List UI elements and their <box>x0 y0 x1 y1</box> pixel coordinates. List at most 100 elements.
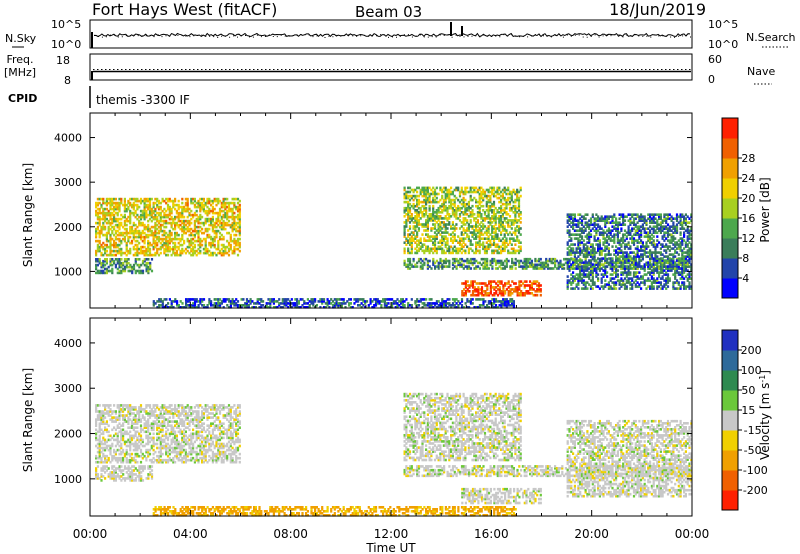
echo-cell <box>503 225 506 228</box>
echo-cell <box>231 223 234 227</box>
echo-cell <box>192 304 195 307</box>
echo-cell <box>647 231 650 234</box>
echo-cell <box>107 213 110 217</box>
echo-cell <box>455 267 458 270</box>
echo-cell <box>688 251 691 254</box>
echo-cell <box>557 267 560 270</box>
echo-cell <box>131 265 134 269</box>
echo-cell <box>514 267 517 270</box>
echo-cell <box>656 225 659 228</box>
echo-cell <box>226 217 229 221</box>
echo-cell <box>134 223 137 227</box>
echo-cell <box>161 223 164 227</box>
echo-cell <box>622 257 625 260</box>
echo-cell <box>600 259 603 263</box>
echo-cell <box>546 263 550 267</box>
echo-cell <box>638 227 641 230</box>
echo-cell <box>656 261 659 264</box>
echo-cell <box>618 257 621 260</box>
echo-cell <box>508 192 512 196</box>
echo-cell <box>468 290 471 293</box>
echo-cell <box>494 245 497 249</box>
echo-cell <box>453 239 456 242</box>
echo-cell <box>174 235 177 239</box>
echo-cell <box>165 221 168 225</box>
echo-cell <box>566 215 569 218</box>
echo-cell <box>652 217 655 220</box>
echo-cell <box>224 247 227 251</box>
echo-cell <box>226 221 229 225</box>
echo-cell <box>211 243 214 247</box>
echo-cell <box>615 281 618 284</box>
echo-cell <box>478 267 481 270</box>
echo-cell <box>483 247 487 251</box>
echo-cell <box>139 245 143 249</box>
echo-cell <box>186 215 189 219</box>
echo-cell <box>486 293 489 297</box>
echo-cell <box>498 217 501 220</box>
echo-cell <box>202 197 205 201</box>
echo-cell <box>457 263 460 267</box>
echo-cell <box>105 245 108 249</box>
echo-cell <box>647 233 650 236</box>
echo-cell <box>505 229 508 232</box>
echo-cell <box>520 293 523 297</box>
echo-cell <box>238 221 241 225</box>
echo-cell <box>131 271 134 275</box>
echo-cell <box>186 197 189 201</box>
echo-cell <box>627 279 630 282</box>
echo-cell <box>530 292 533 295</box>
echo-cell <box>638 257 641 260</box>
echo-cell <box>620 227 623 230</box>
echo-cell <box>501 237 504 240</box>
echo-cell <box>425 229 428 232</box>
echo-cell <box>432 243 435 246</box>
echo-cell <box>483 249 487 253</box>
echo-cell <box>104 207 107 211</box>
echo-cell <box>426 221 429 224</box>
echo-cell <box>627 269 630 272</box>
echo-cell <box>455 257 458 261</box>
echo-cell <box>441 241 444 244</box>
echo-cell <box>208 219 211 223</box>
echo-cell <box>122 267 125 271</box>
echo-cell <box>193 197 196 201</box>
echo-cell <box>165 243 168 247</box>
echo-cell <box>129 217 132 221</box>
echo-cell <box>100 263 103 267</box>
echo-cell <box>125 249 128 253</box>
echo-cell <box>674 261 677 264</box>
echo-cell <box>127 215 130 219</box>
echo-cell <box>532 280 535 283</box>
echo-cell <box>168 235 171 239</box>
echo-cell <box>580 261 584 264</box>
echo-cell <box>421 259 424 263</box>
echo-cell <box>595 231 598 234</box>
echo-cell <box>607 217 610 220</box>
echo-cell <box>197 235 200 239</box>
echo-cell <box>636 231 639 234</box>
cpid-program: themis -3300 IF <box>96 93 190 107</box>
echo-cell <box>451 192 454 196</box>
echo-cell <box>684 261 687 264</box>
echo-cell <box>661 263 664 266</box>
echo-cell <box>407 206 410 210</box>
echo-cell <box>143 225 146 229</box>
echo-cell <box>461 282 464 285</box>
echo-cell <box>170 253 173 257</box>
echo-cell <box>650 265 653 268</box>
echo-cell <box>220 209 223 213</box>
echo-cell <box>425 245 428 249</box>
echo-cell <box>492 237 496 240</box>
echo-cell <box>166 197 170 201</box>
echo-cell <box>674 277 677 280</box>
echo-cell <box>211 239 214 243</box>
echo-cell <box>238 245 241 249</box>
echo-cell <box>475 217 478 220</box>
echo-cell <box>666 265 670 268</box>
echo-cell <box>577 283 580 286</box>
echo-cell <box>435 229 438 232</box>
noise-panel-frame <box>89 19 693 49</box>
echo-cell <box>100 231 103 235</box>
echo-cell <box>459 261 462 265</box>
